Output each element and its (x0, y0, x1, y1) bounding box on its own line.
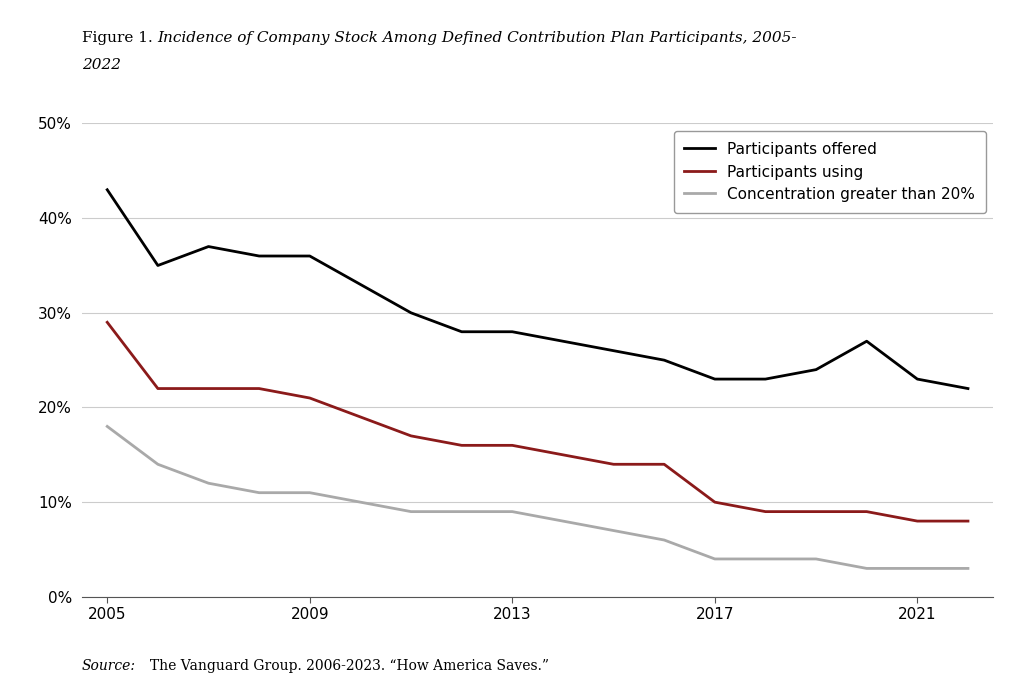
Participants offered (607, 346, 620, 355)
Participants using (203, 384, 215, 392)
Participants offered (962, 384, 974, 392)
Participants using (253, 384, 265, 392)
Participants using (152, 384, 164, 392)
Concentration greater than 20% (962, 565, 974, 573)
Participants offered (253, 252, 265, 260)
Line: Participants using: Participants using (108, 322, 968, 521)
Concentration greater than 20% (709, 555, 721, 563)
Participants offered (911, 375, 924, 383)
Text: Incidence of Company Stock Among Defined Contribution Plan Participants, 2005-: Incidence of Company Stock Among Defined… (158, 31, 797, 45)
Participants offered (658, 356, 671, 364)
Concentration greater than 20% (607, 526, 620, 534)
Participants using (658, 460, 671, 469)
Participants using (101, 318, 114, 327)
Concentration greater than 20% (860, 565, 872, 573)
Text: 2022: 2022 (82, 58, 121, 71)
Line: Participants offered: Participants offered (108, 190, 968, 388)
Participants using (506, 441, 518, 449)
Participants using (456, 441, 468, 449)
Participants offered (456, 328, 468, 336)
Concentration greater than 20% (506, 508, 518, 516)
Concentration greater than 20% (304, 488, 316, 497)
Text: Figure 1.: Figure 1. (82, 31, 158, 45)
Concentration greater than 20% (760, 555, 772, 563)
Participants offered (354, 281, 367, 289)
Concentration greater than 20% (911, 565, 924, 573)
Concentration greater than 20% (658, 536, 671, 544)
Concentration greater than 20% (810, 555, 822, 563)
Text: Source:: Source: (82, 659, 136, 672)
Participants offered (810, 366, 822, 374)
Participants using (304, 394, 316, 402)
Concentration greater than 20% (203, 479, 215, 487)
Participants using (404, 431, 417, 440)
Participants using (962, 517, 974, 525)
Participants offered (152, 261, 164, 270)
Participants offered (506, 328, 518, 336)
Participants offered (557, 337, 569, 345)
Text: The Vanguard Group. 2006-2023. “How America Saves.”: The Vanguard Group. 2006-2023. “How Amer… (136, 659, 549, 672)
Line: Concentration greater than 20%: Concentration greater than 20% (108, 427, 968, 569)
Participants offered (101, 186, 114, 194)
Concentration greater than 20% (152, 460, 164, 469)
Participants using (607, 460, 620, 469)
Legend: Participants offered, Participants using, Concentration greater than 20%: Participants offered, Participants using… (674, 131, 986, 213)
Participants offered (760, 375, 772, 383)
Concentration greater than 20% (253, 488, 265, 497)
Participants using (557, 451, 569, 459)
Participants offered (404, 309, 417, 317)
Concentration greater than 20% (404, 508, 417, 516)
Participants using (810, 508, 822, 516)
Participants offered (203, 242, 215, 250)
Participants using (760, 508, 772, 516)
Participants using (860, 508, 872, 516)
Concentration greater than 20% (101, 423, 114, 431)
Participants offered (709, 375, 721, 383)
Concentration greater than 20% (456, 508, 468, 516)
Participants using (911, 517, 924, 525)
Concentration greater than 20% (354, 498, 367, 506)
Participants using (354, 413, 367, 421)
Concentration greater than 20% (557, 517, 569, 525)
Participants using (709, 498, 721, 506)
Participants offered (860, 337, 872, 345)
Participants offered (304, 252, 316, 260)
